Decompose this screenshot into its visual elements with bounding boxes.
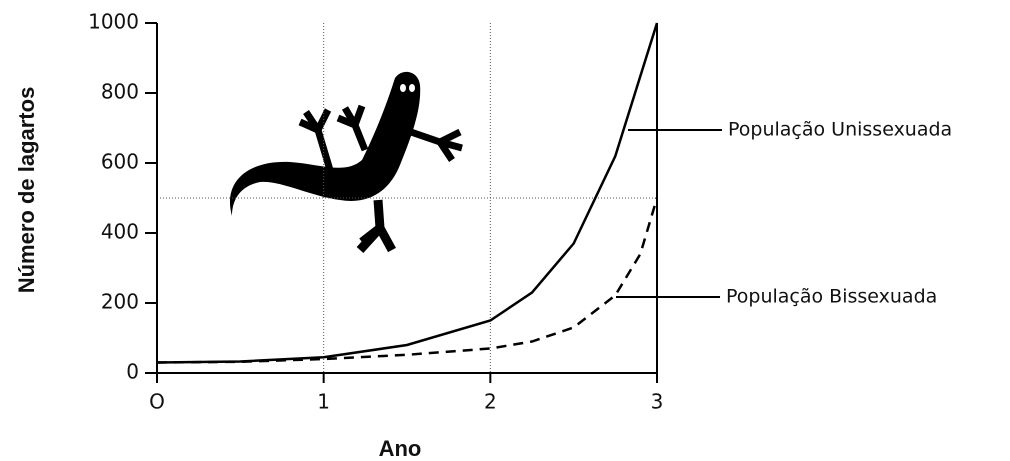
y-tick-label: 800 [101, 80, 139, 104]
lizard-eye [400, 84, 406, 92]
y-tick-label: 400 [101, 220, 139, 244]
series-label: População Unissexuada [728, 119, 952, 141]
lizard-body [229, 71, 421, 216]
y-tick-label: 1000 [88, 10, 139, 34]
y-tick-label: 200 [101, 290, 139, 314]
x-axis-title: Ano [379, 436, 422, 461]
y-tick-label: 0 [126, 360, 139, 384]
lizard-leg [336, 104, 369, 152]
lizard-leg [298, 108, 334, 172]
y-axis-title: Número de lagartos [14, 87, 39, 294]
series-label: População Bissexuada [726, 286, 937, 308]
lizard-icon [229, 71, 463, 254]
lizard-leg [403, 126, 463, 162]
lizard-eye [409, 84, 415, 92]
x-tick-label: 2 [484, 390, 497, 414]
x-tick-label: O [149, 390, 165, 414]
x-tick-label: 3 [651, 390, 664, 414]
series-line [156, 197, 659, 364]
lizard-leg [356, 199, 396, 254]
y-tick-label: 600 [101, 150, 139, 174]
x-tick-label: 1 [317, 390, 330, 414]
